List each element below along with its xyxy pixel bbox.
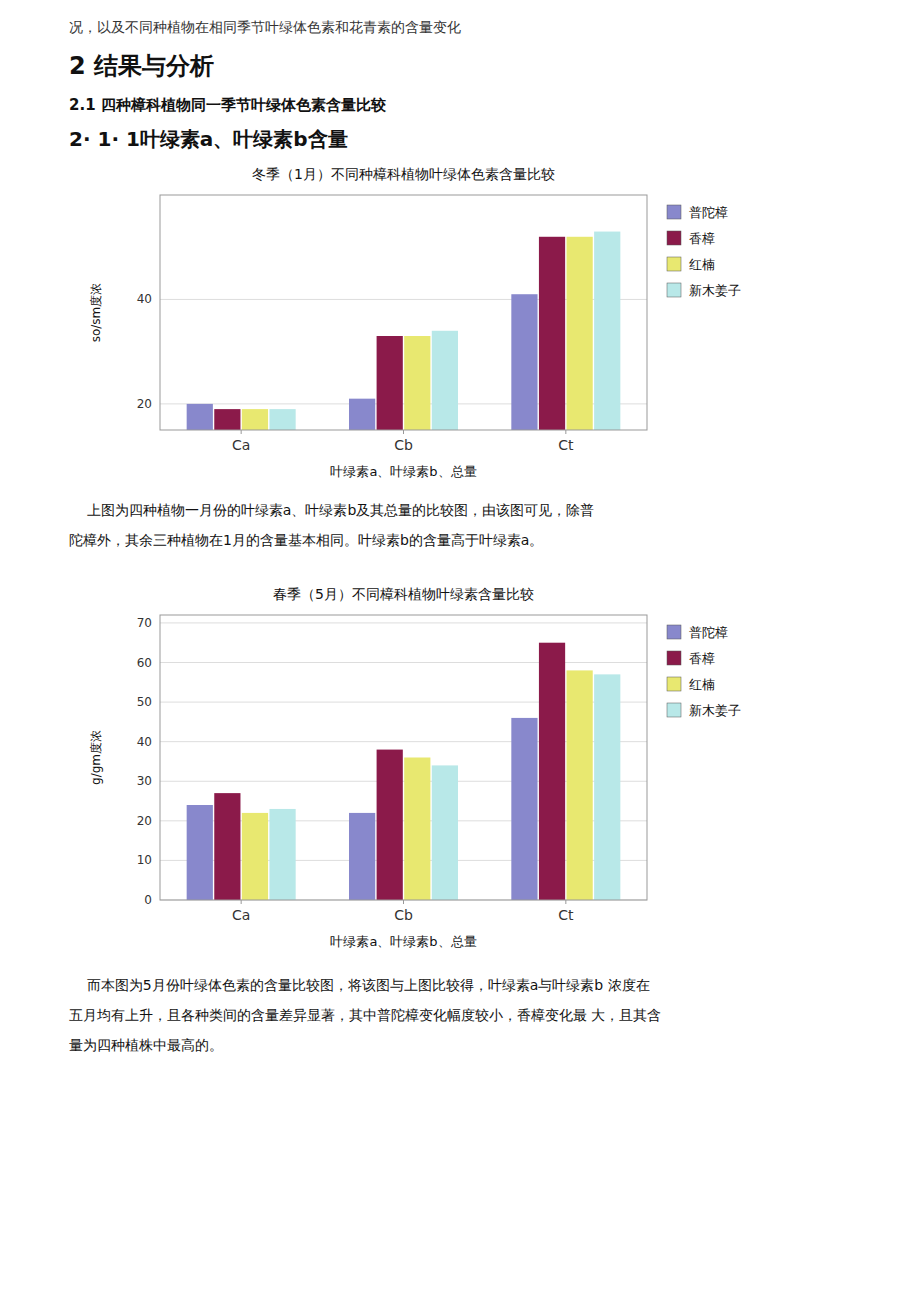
- bar: [214, 409, 240, 430]
- chart: 冬季（1月）不同种樟科植物叶绿体色素含量比较 20 40 Ca Cb Ct 叶绿素a、叶绿素…: [89, 166, 741, 508]
- bar: [269, 809, 295, 900]
- paragraph-line: 陀樟外，其余三种植物在1月的含量基本相同。叶绿素b的含量高于叶绿素a。: [69, 532, 543, 548]
- legend-label: 红楠: [689, 257, 715, 272]
- bar: [349, 399, 375, 430]
- bar: [269, 409, 295, 430]
- legend-swatch: [667, 703, 681, 717]
- y-tick-label: 0: [144, 893, 152, 907]
- y-tick-label: 70: [137, 616, 152, 630]
- x-tick: [241, 900, 242, 904]
- x-tick: [403, 900, 404, 904]
- x-tick-label: Ca: [232, 907, 250, 923]
- legend-swatch: [667, 231, 681, 245]
- bar: [404, 336, 430, 430]
- x-axis: Ca Cb Ct: [232, 430, 574, 453]
- bars: [187, 643, 621, 900]
- y-tick-label: 20: [137, 814, 152, 828]
- bar: [377, 750, 403, 900]
- legend-label: 红楠: [689, 677, 715, 692]
- x-tick-label: Ct: [558, 437, 574, 453]
- x-tick: [403, 430, 404, 434]
- bar: [594, 232, 620, 430]
- legend-swatch: [667, 283, 681, 297]
- legend: 普陀樟香樟红楠新木姜子: [667, 205, 741, 298]
- legend-label: 新木姜子: [689, 283, 741, 298]
- chart: 春季（5月）不同樟科植物叶绿素含量比较 0 10 20 30 40 50 60 70 Ca Cb Ct…: [89, 586, 741, 949]
- y-tick-label: 50: [137, 695, 152, 709]
- bar: [594, 674, 620, 900]
- legend-label: 新木姜子: [689, 703, 741, 718]
- page: {"page_text_top": "况，以及不同种植物在相同季节叶绿体色素和花…: [0, 0, 919, 1302]
- bar: [511, 718, 537, 900]
- legend-swatch: [667, 651, 681, 665]
- chart-title: 春季（5月）不同樟科植物叶绿素含量比较: [273, 586, 534, 602]
- bar: [404, 758, 430, 901]
- paragraph-line: 五月均有上升，且各种类间的含量差异显著，其中普陀樟变化幅度较小，香樟变化最 大，…: [69, 1007, 661, 1023]
- plot-frame: [160, 615, 647, 900]
- x-tick-label: Ca: [232, 437, 250, 453]
- bar: [214, 793, 240, 900]
- bar: [377, 336, 403, 430]
- y-tick-label: 40: [137, 735, 152, 749]
- bar: [511, 294, 537, 430]
- bar: [432, 765, 458, 900]
- bar: [567, 670, 593, 900]
- legend-swatch: [667, 625, 681, 639]
- y-tick-label: 30: [137, 774, 152, 788]
- bar: [242, 409, 268, 430]
- heading: 2· 1· 1叶绿素a、叶绿素b含量: [69, 127, 348, 151]
- legend-label: 香樟: [689, 231, 715, 246]
- grid-line: [160, 662, 647, 663]
- y-axis: 0 10 20 30 40 50 60 70: [137, 616, 647, 907]
- legend: 普陀樟香樟红楠新木姜子: [667, 625, 741, 718]
- page-canvas: 况，以及不同种植物在相同季节叶绿体色素和花青素的含量变化 2 结果与分析 2.1 四…: [0, 0, 919, 1302]
- legend-swatch: [667, 677, 681, 691]
- y-axis-label: g/gm度浓: [89, 730, 103, 785]
- x-tick: [565, 430, 566, 434]
- paragraph-line: 而本图为5月份叶绿体色素的含量比较图，将该图与上图比较得，叶绿素a与叶绿素b 浓…: [69, 977, 650, 993]
- bar: [349, 813, 375, 900]
- x-tick-label: Cb: [394, 437, 413, 453]
- bar: [187, 404, 213, 430]
- page-text: 况，以及不同种植物在相同季节叶绿体色素和花青素的含量变化: [69, 19, 461, 35]
- legend-swatch: [667, 257, 681, 271]
- x-axis: Ca Cb Ct: [232, 900, 574, 923]
- y-tick-label: 20: [137, 397, 152, 411]
- y-tick-label: 60: [137, 656, 152, 670]
- x-axis-label: 叶绿素a、叶绿素b、总量: [330, 934, 476, 949]
- bar: [539, 237, 565, 430]
- bars: [187, 232, 621, 430]
- plot-frame: [160, 195, 647, 430]
- paragraph-line: 量为四种植株中最高的。: [69, 1037, 223, 1053]
- legend-label: 普陀樟: [689, 205, 728, 220]
- chart-title: 冬季（1月）不同种樟科植物叶绿体色素含量比较: [252, 166, 555, 182]
- bar: [539, 643, 565, 900]
- x-axis-label: 叶绿素a、叶绿素b、总量: [330, 464, 476, 479]
- x-tick: [565, 900, 566, 904]
- bar: [432, 331, 458, 430]
- x-tick-label: Cb: [394, 907, 413, 923]
- y-axis-label: so/sm度浓: [89, 283, 103, 343]
- bar: [187, 805, 213, 900]
- bar: [242, 813, 268, 900]
- x-tick: [241, 430, 242, 434]
- heading: 2.1 四种樟科植物同一季节叶绿体色素含量比较: [69, 96, 387, 114]
- bar: [567, 237, 593, 430]
- y-tick-label: 10: [137, 853, 152, 867]
- paragraph-line: 上图为四种植物一月份的叶绿素a、叶绿素b及其总量的比较图，由该图可见，除普: [69, 502, 594, 518]
- legend-label: 普陀樟: [689, 625, 728, 640]
- heading: 2 结果与分析: [69, 52, 214, 80]
- legend-swatch: [667, 205, 681, 219]
- x-tick-label: Ct: [558, 907, 574, 923]
- legend-label: 香樟: [689, 651, 715, 666]
- grid-line: [160, 622, 647, 623]
- y-tick-label: 40: [137, 292, 152, 306]
